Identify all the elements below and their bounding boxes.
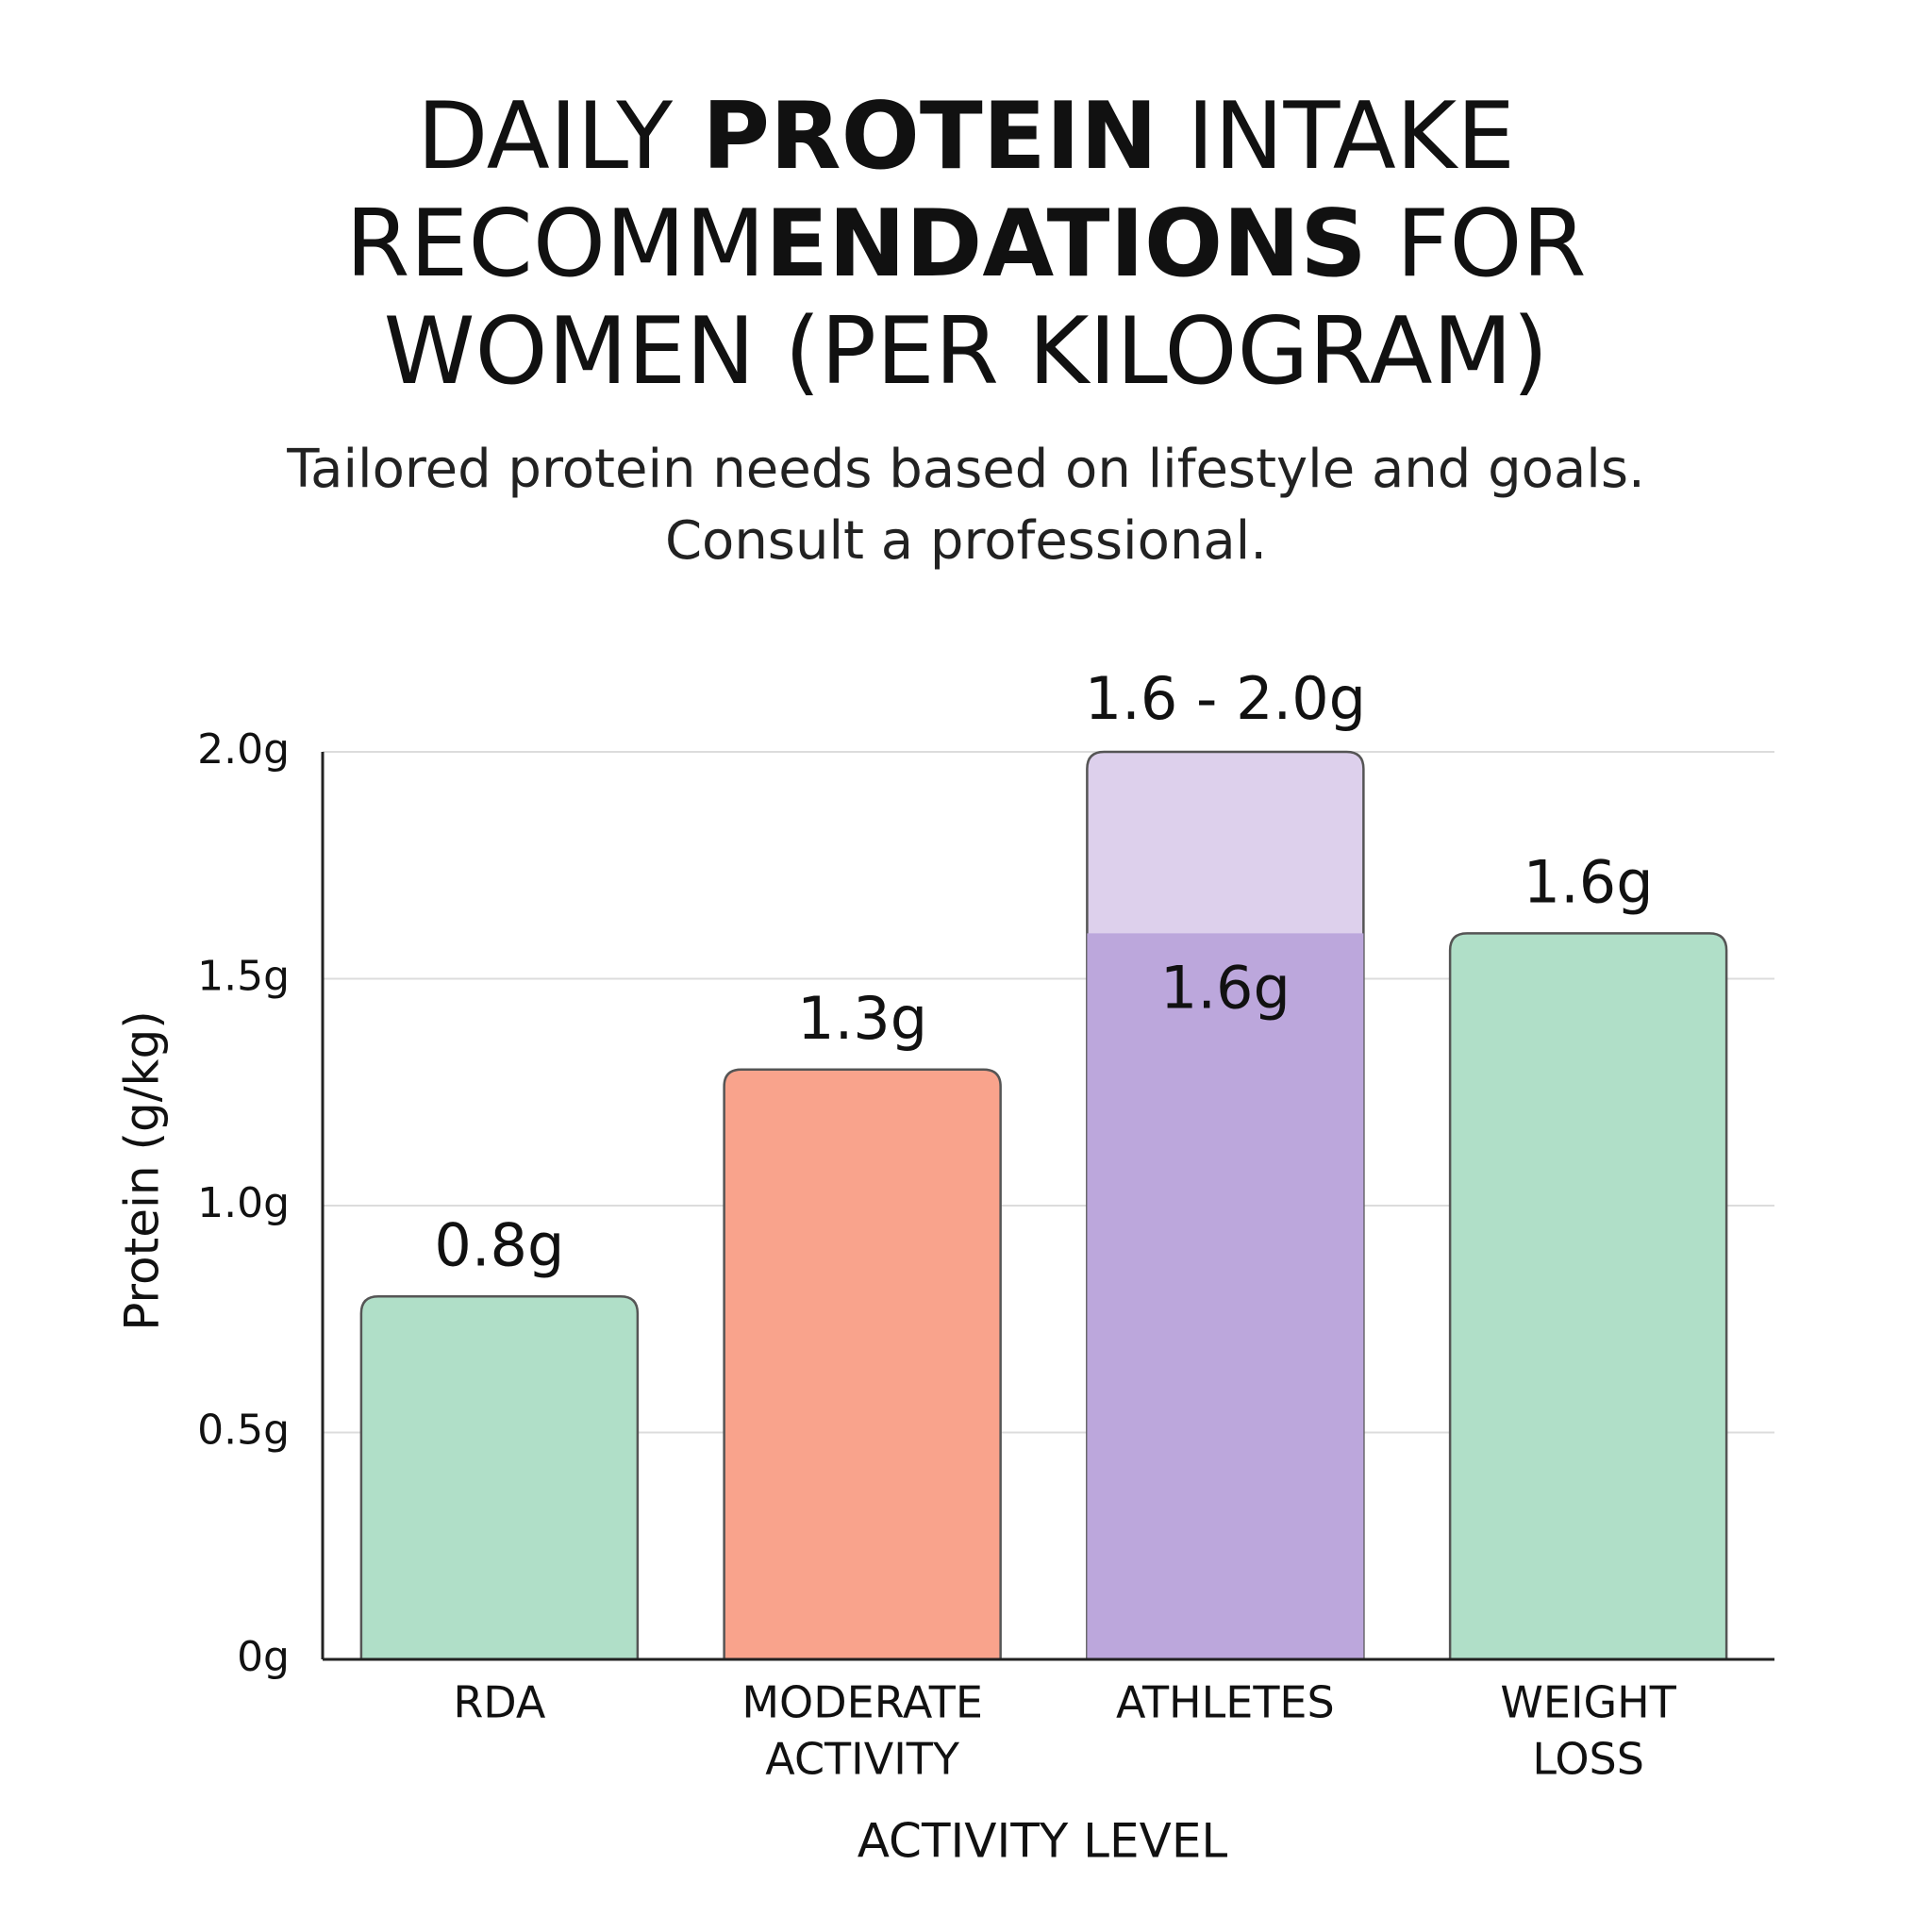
subtitle-line: Consult a professional.	[664, 510, 1268, 572]
y-axis-title: Protein (g/kg)	[115, 1010, 170, 1330]
y-tick-label: 2.0g	[197, 725, 290, 774]
x-tick-label: ACTIVITY	[765, 1734, 960, 1785]
title-segment: INTAKE	[1158, 83, 1515, 191]
title-segment: WOMEN (PER KILOGRAM)	[383, 298, 1549, 406]
value-label: 1.6g	[1524, 847, 1654, 916]
subtitle-line: Tailored protein needs based on lifestyl…	[287, 439, 1645, 500]
y-tick-label: 1.0g	[197, 1179, 290, 1227]
x-tick-label: LOSS	[1532, 1734, 1644, 1785]
range-label: 1.6 - 2.0g	[1085, 664, 1366, 733]
bar	[359, 1294, 640, 1661]
value-label: 1.6g	[1160, 953, 1291, 1022]
title-segment: DAILY	[417, 83, 703, 191]
value-label: 1.3g	[797, 984, 927, 1053]
bar	[1087, 933, 1364, 1659]
title-segment: RECOMM	[345, 191, 766, 298]
title-line: RECOMMENDATIONS FOR	[0, 191, 1932, 298]
chart-title: DAILY PROTEIN INTAKE RECOMMENDATIONS FOR W…	[0, 83, 1932, 406]
title-segment: ENDATIONS	[765, 191, 1367, 298]
x-tick-label: ATHLETES	[1116, 1677, 1335, 1728]
title-segment: FOR	[1366, 191, 1587, 298]
bar	[1448, 932, 1728, 1661]
title-line: DAILY PROTEIN INTAKE	[0, 83, 1932, 191]
title-line: WOMEN (PER KILOGRAM)	[0, 298, 1932, 406]
y-tick-label: 1.5g	[197, 953, 290, 1001]
bar	[723, 1068, 1002, 1661]
title-segment: PROTEIN	[702, 83, 1158, 191]
x-axis-title: ACTIVITY LEVEL	[858, 1814, 1228, 1869]
x-tick-label: WEIGHT	[1500, 1677, 1676, 1728]
x-tick-label: RDA	[453, 1677, 546, 1728]
y-tick-label: 0.5g	[197, 1407, 290, 1455]
chart-subtitle: Tailored protein needs based on lifestyl…	[0, 434, 1932, 577]
value-label: 0.8g	[434, 1210, 564, 1279]
x-tick-label: MODERATE	[741, 1677, 983, 1728]
y-tick-label: 0g	[237, 1633, 290, 1681]
